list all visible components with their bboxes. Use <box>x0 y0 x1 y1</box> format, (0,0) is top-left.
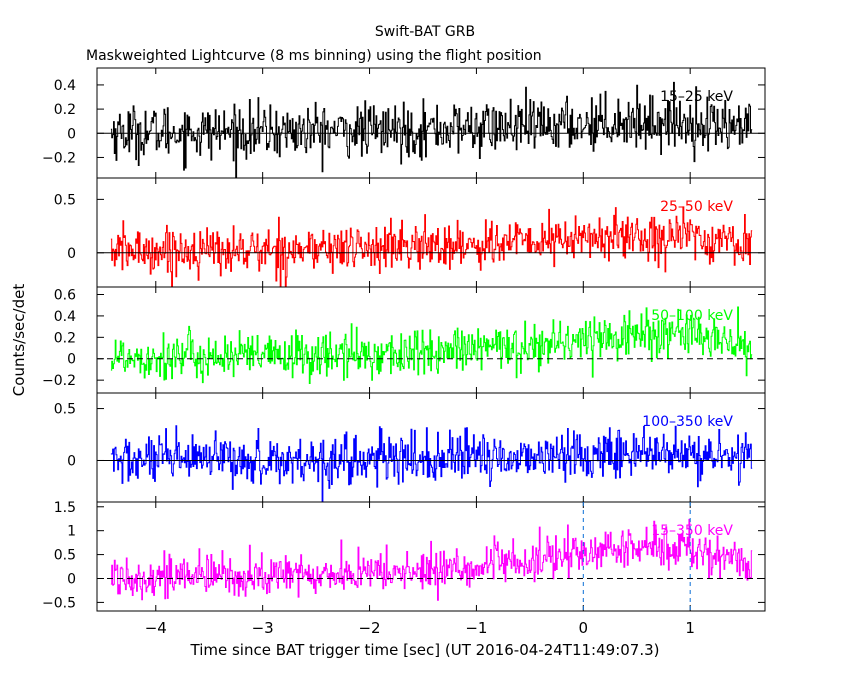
panel-25-50-kev: 0.5 0 25–50 keV <box>54 177 766 288</box>
panel-frame-4 <box>96 501 766 612</box>
y-tick-label-1-1: 0 <box>67 246 76 262</box>
y-tick-label-4-4: −0.5 <box>42 595 76 611</box>
panel-50-100-kev: 0.6 0.4 0.2 0 −0.2 50–100 keV <box>42 286 766 394</box>
y-tick-label-0-3: −0.2 <box>42 150 76 166</box>
y-tick-label-2-1: 0.4 <box>54 309 76 325</box>
y-tick-label-1-0: 0.5 <box>54 192 76 208</box>
x-tick-label-5: 1 <box>685 619 695 637</box>
y-tick-label-0-2: 0 <box>67 126 76 142</box>
y-tick-label-3-0: 0.5 <box>54 402 76 418</box>
x-tick-label-0: −4 <box>145 619 167 637</box>
y-tick-label-2-0: 0.6 <box>54 287 76 303</box>
x-axis: −4 −3 −2 −1 0 1 <box>145 619 695 637</box>
x-tick-label-1: −3 <box>252 619 274 637</box>
chart-subtitle: Maskweighted Lightcurve (8 ms binning) u… <box>86 48 542 64</box>
y-tick-label-4-0: 1.5 <box>54 500 76 516</box>
x-tick-label-3: −1 <box>465 619 487 637</box>
series-line-2 <box>110 306 753 384</box>
y-tick-label-2-4: −0.2 <box>42 373 76 389</box>
panel-100-350-kev: 0.5 0 100–350 keV <box>54 392 766 503</box>
y-tick-label-3-1: 0 <box>67 453 76 469</box>
y-tick-label-4-3: 0 <box>67 571 76 587</box>
chart-title: Swift-BAT GRB <box>375 24 475 40</box>
series-line-1 <box>110 206 753 287</box>
series-line-3 <box>110 425 753 502</box>
band-label-2: 50–100 keV <box>651 308 733 324</box>
y-axis-label: Counts/sec/det <box>10 284 28 397</box>
y-tick-label-4-2: 0.5 <box>54 548 76 564</box>
panel-frame-3 <box>96 392 766 503</box>
series-line-0 <box>110 81 753 178</box>
band-label-0: 15–25 keV <box>660 89 733 105</box>
y-tick-label-0-0: 0.4 <box>54 78 76 94</box>
y-tick-label-4-1: 1 <box>67 524 76 540</box>
band-label-3: 100–350 keV <box>642 414 733 430</box>
panel-15-350-kev: 1.5 1 0.5 0 −0.5 15–350 keV <box>42 500 766 612</box>
y-tick-label-2-2: 0.2 <box>54 330 76 346</box>
y-tick-label-2-3: 0 <box>67 352 76 368</box>
x-tick-label-4: 0 <box>579 619 589 637</box>
x-axis-label: Time since BAT trigger time [sec] (UT 20… <box>190 641 660 659</box>
panel-15-25-kev: 0.4 0.2 0 −0.2 15–25 keV <box>42 67 766 179</box>
band-label-4: 15–350 keV <box>651 523 733 539</box>
x-tick-label-2: −2 <box>358 619 380 637</box>
series-line-4 <box>110 518 753 601</box>
y-tick-label-0-1: 0.2 <box>54 102 76 118</box>
band-label-1: 25–50 keV <box>660 199 733 215</box>
